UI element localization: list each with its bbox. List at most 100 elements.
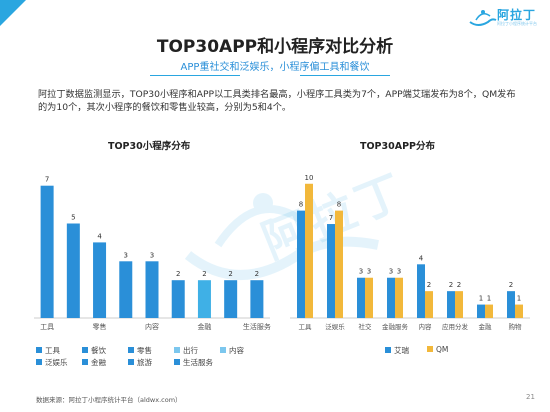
data-label: 2 [228, 270, 232, 278]
data-label: 3 [124, 251, 128, 259]
tick-label: 社交 [359, 322, 373, 331]
bar-QM-内容 [425, 291, 433, 318]
bar-QM-应用分发 [455, 291, 463, 318]
data-label: 3 [367, 268, 371, 276]
legend-label: 零售 [137, 346, 152, 355]
tick-label: 购物 [509, 322, 523, 331]
bar-艾瑞-工具 [297, 210, 305, 318]
bar-生活服务 [250, 280, 264, 318]
corner-accent [0, 0, 26, 26]
legend-label: 旅游 [137, 358, 152, 367]
data-label: 1 [517, 295, 521, 303]
page-subtitle: APP重社交和泛娱乐，小程序偏工具和餐饮 [180, 62, 370, 73]
bar-QM-社交 [365, 277, 373, 318]
page-number: 21 [526, 393, 535, 401]
tick-label: 金融 [197, 322, 211, 331]
data-label: 2 [202, 270, 206, 278]
tick-label: 工具 [40, 323, 54, 331]
data-label: 3 [389, 268, 393, 276]
legend-label: 生活服务 [183, 358, 213, 367]
tick-label: 应用分发 [442, 322, 469, 331]
data-label: 5 [71, 214, 75, 222]
bar-QM-金融服务 [395, 277, 403, 318]
data-label: 7 [45, 176, 49, 184]
data-label: 3 [359, 268, 363, 276]
bar-艾瑞-应用分发 [447, 291, 455, 318]
legend-label: 出行 [183, 346, 198, 355]
bar-QM-金融 [485, 304, 493, 318]
legend-label: 内容 [229, 346, 244, 355]
bar-出行 [119, 261, 133, 318]
bar-艾瑞-金融 [477, 304, 485, 318]
legend-swatch [385, 347, 391, 353]
bar-餐饮 [66, 223, 80, 318]
legend-item: QM [427, 345, 448, 354]
chart-title-miniprogram: TOP30小程序分布 [108, 141, 191, 152]
bar-艾瑞-泛娱乐 [327, 224, 335, 318]
subtitle-rule-left [150, 75, 240, 76]
tick-label: 泛娱乐 [325, 322, 345, 331]
data-label: 2 [449, 281, 453, 289]
data-label: 2 [176, 270, 180, 278]
legend-label: 泛娱乐 [45, 358, 68, 367]
bar-零售 [93, 242, 107, 318]
tick-label: 内容 [145, 322, 159, 331]
legend-swatch [128, 347, 134, 353]
legend-item: 餐饮 [82, 345, 106, 356]
tick-label: 零售 [93, 322, 107, 331]
bar-旅游 [224, 280, 238, 318]
legend-swatch [36, 359, 42, 365]
bar-泛娱乐 [171, 280, 185, 318]
data-label: 3 [397, 268, 401, 276]
subtitle-rule-right [300, 75, 390, 76]
legend-item: 旅游 [128, 357, 152, 368]
data-label: 3 [150, 251, 154, 259]
brand-tagline: 阿拉丁小程序统计平台 [497, 21, 537, 26]
legend-swatch [128, 359, 134, 365]
chart-title-app: TOP30APP分布 [360, 141, 436, 152]
legend-item: 泛娱乐 [36, 357, 68, 368]
bar-艾瑞-内容 [417, 264, 425, 318]
bar-金融 [197, 280, 211, 318]
data-label: 2 [457, 281, 461, 289]
data-label: 7 [329, 214, 333, 222]
bar-QM-泛娱乐 [335, 210, 343, 318]
legend-item: 零售 [128, 345, 152, 356]
legend-label: 金融 [91, 358, 106, 367]
legend-item: 生活服务 [174, 357, 213, 368]
legend-label: QM [436, 345, 449, 354]
legend-swatch [427, 346, 433, 352]
data-label: 1 [479, 295, 483, 303]
bar-艾瑞-购物 [507, 291, 515, 318]
brand-name: 阿拉丁 [497, 8, 537, 22]
legend-swatch [36, 347, 42, 353]
data-label: 1 [487, 295, 491, 303]
bar-QM-购物 [515, 304, 523, 318]
data-label: 8 [337, 201, 341, 209]
legend-swatch [220, 347, 226, 353]
data-label: 4 [97, 232, 102, 240]
data-label: 10 [305, 174, 314, 182]
tick-label: 生活服务 [243, 322, 271, 331]
legend-item: 出行 [174, 345, 198, 356]
brand-logo-icon [469, 10, 497, 26]
legend-item: 艾瑞 [385, 345, 409, 356]
bar-艾瑞-社交 [357, 277, 365, 318]
tick-label: 金融服务 [382, 322, 409, 331]
page-title: TOP30APP和小程序对比分析 [156, 37, 394, 57]
legend-swatch [174, 347, 180, 353]
tick-label: 内容 [419, 322, 433, 331]
legend-label: 工具 [45, 346, 60, 355]
intro-paragraph: 阿拉丁数据监测显示，TOP30小程序和APP以工具类排名最高，小程序工具类为7个… [38, 89, 516, 113]
data-label: 2 [255, 270, 259, 278]
tick-label: 金融 [479, 322, 493, 331]
bar-艾瑞-金融服务 [387, 277, 395, 318]
data-label: 2 [509, 281, 513, 289]
data-label: 2 [427, 281, 431, 289]
legend-swatch [82, 347, 88, 353]
bar-工具 [40, 185, 54, 318]
bar-QM-工具 [305, 183, 313, 318]
legend-label: 艾瑞 [394, 346, 409, 355]
legend-item: 金融 [82, 357, 106, 368]
